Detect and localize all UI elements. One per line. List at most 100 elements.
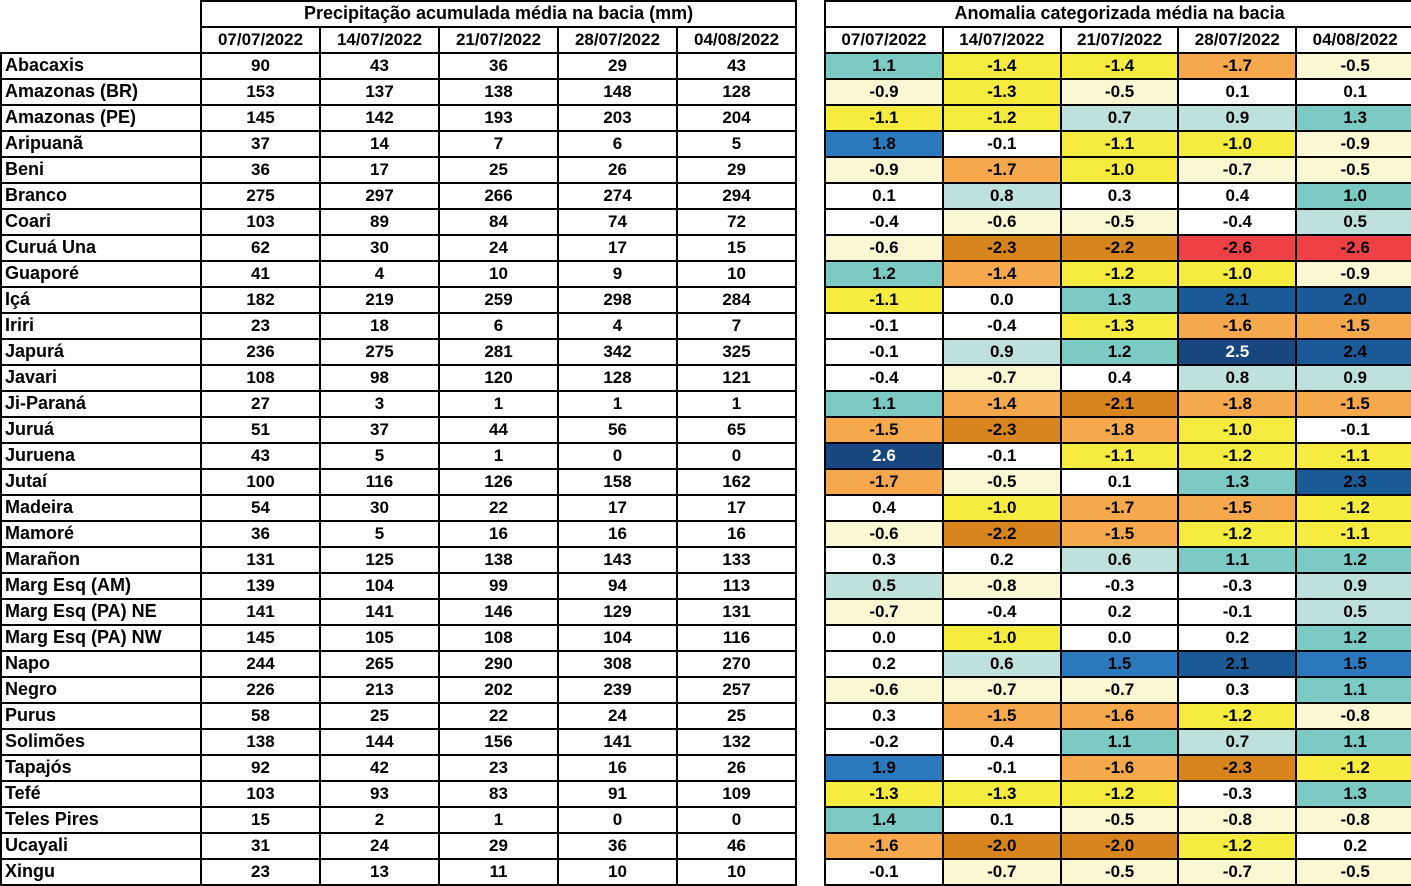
anomaly-value-cell: -1.3 bbox=[824, 780, 944, 808]
precip-value-cell: 100 bbox=[200, 468, 321, 496]
precipitation-row: Japurá 236 275 281 342 325 bbox=[0, 338, 798, 366]
anomaly-value-cell: -1.2 bbox=[1059, 780, 1180, 808]
anomaly-value-cell: -0.7 bbox=[1177, 156, 1298, 184]
precip-value-cell: 259 bbox=[438, 286, 559, 314]
precip-value-cell: 0 bbox=[675, 442, 798, 470]
precip-value-cell: 275 bbox=[200, 182, 321, 210]
anomaly-value-cell: -0.7 bbox=[1059, 676, 1180, 704]
precip-value-cell: 146 bbox=[438, 598, 559, 626]
anomaly-value-cell: 1.1 bbox=[1059, 728, 1180, 756]
precipitation-row: Ji-Paraná 27 3 1 1 1 bbox=[0, 390, 798, 418]
precip-value-cell: 22 bbox=[438, 494, 559, 522]
anomaly-date-header-row: 07/07/2022 14/07/2022 21/07/2022 28/07/2022… bbox=[824, 26, 1411, 54]
basin-label: Tapajós bbox=[0, 754, 202, 782]
date-header: 21/07/2022 bbox=[1059, 26, 1180, 54]
precip-value-cell: 18 bbox=[319, 312, 440, 340]
basin-label: Teles Pires bbox=[0, 806, 202, 834]
anomaly-value-cell: 0.3 bbox=[1059, 182, 1180, 210]
anomaly-value-cell: 1.8 bbox=[824, 130, 944, 158]
anomaly-value-cell: -0.7 bbox=[941, 364, 1062, 392]
precip-value-cell: 142 bbox=[319, 104, 440, 132]
date-header: 04/08/2022 bbox=[1295, 26, 1411, 54]
basin-label: Marg Esq (AM) bbox=[0, 572, 202, 600]
anomaly-row: 0.5 -0.8 -0.3 -0.3 0.9 bbox=[824, 572, 1411, 600]
anomaly-value-cell: -1.6 bbox=[1059, 754, 1180, 782]
precip-value-cell: 138 bbox=[200, 728, 321, 756]
anomaly-value-cell: -0.1 bbox=[824, 338, 944, 366]
precip-value-cell: 30 bbox=[319, 494, 440, 522]
precipitation-row: Juruá 51 37 44 56 65 bbox=[0, 416, 798, 444]
anomaly-row: 1.9 -0.1 -1.6 -2.3 -1.2 bbox=[824, 754, 1411, 782]
anomaly-value-cell: -1.7 bbox=[1059, 494, 1180, 522]
anomaly-value-cell: -0.4 bbox=[941, 312, 1062, 340]
anomaly-row: -0.9 -1.3 -0.5 0.1 0.1 bbox=[824, 78, 1411, 106]
corner-cell bbox=[1, 1, 201, 27]
anomaly-row: -1.3 -1.3 -1.2 -0.3 1.3 bbox=[824, 780, 1411, 808]
anomaly-value-cell: -2.1 bbox=[1059, 390, 1180, 418]
anomaly-value-cell: -0.6 bbox=[824, 520, 944, 548]
anomaly-value-cell: -1.5 bbox=[1059, 520, 1180, 548]
precip-value-cell: 29 bbox=[438, 832, 559, 860]
anomaly-value-cell: -0.4 bbox=[824, 364, 944, 392]
anomaly-value-cell: -1.0 bbox=[941, 494, 1062, 522]
anomaly-value-cell: -0.8 bbox=[1295, 806, 1411, 834]
anomaly-value-cell: -0.4 bbox=[1177, 208, 1298, 236]
anomaly-value-cell: -0.3 bbox=[1059, 572, 1180, 600]
anomaly-value-cell: 0.2 bbox=[1177, 624, 1298, 652]
anomaly-value-cell: -0.8 bbox=[1295, 702, 1411, 730]
precip-value-cell: 239 bbox=[557, 676, 678, 704]
precip-value-cell: 25 bbox=[319, 702, 440, 730]
anomaly-value-cell: 0.7 bbox=[1177, 728, 1298, 756]
anomaly-value-cell: 1.3 bbox=[1177, 468, 1298, 496]
precip-value-cell: 43 bbox=[319, 52, 440, 80]
precip-value-cell: 143 bbox=[557, 546, 678, 574]
anomaly-row: 0.3 0.2 0.6 1.1 1.2 bbox=[824, 546, 1411, 574]
precip-value-cell: 266 bbox=[438, 182, 559, 210]
precipitation-row: Juruena 43 5 1 0 0 bbox=[0, 442, 798, 470]
anomaly-value-cell: -2.2 bbox=[941, 520, 1062, 548]
anomaly-value-cell: -1.6 bbox=[1177, 312, 1298, 340]
anomaly-row: -0.4 -0.7 0.4 0.8 0.9 bbox=[824, 364, 1411, 392]
precip-value-cell: 108 bbox=[438, 624, 559, 652]
anomaly-value-cell: -1.2 bbox=[1295, 494, 1411, 522]
anomaly-row: -1.7 -0.5 0.1 1.3 2.3 bbox=[824, 468, 1411, 496]
precip-value-cell: 43 bbox=[675, 52, 798, 80]
precip-value-cell: 16 bbox=[557, 520, 678, 548]
precipitation-row: Aripuanã 37 14 7 6 5 bbox=[0, 130, 798, 158]
basin-label: Marg Esq (PA) NW bbox=[0, 624, 202, 652]
anomaly-value-cell: -1.2 bbox=[1177, 442, 1298, 470]
precip-value-cell: 226 bbox=[200, 676, 321, 704]
precip-value-cell: 24 bbox=[319, 832, 440, 860]
precipitation-row: Teles Pires 15 2 1 0 0 bbox=[0, 806, 798, 834]
precip-value-cell: 131 bbox=[675, 598, 798, 626]
precip-value-cell: 145 bbox=[200, 624, 321, 652]
precipitation-row: Ucayali 31 24 29 36 46 bbox=[0, 832, 798, 860]
anomaly-value-cell: -1.1 bbox=[1059, 130, 1180, 158]
date-header: 04/08/2022 bbox=[675, 26, 798, 54]
precipitation-row: Coari 103 89 84 74 72 bbox=[0, 208, 798, 236]
precip-value-cell: 10 bbox=[438, 260, 559, 288]
precip-value-cell: 162 bbox=[675, 468, 798, 496]
anomaly-row: 1.1 -1.4 -2.1 -1.8 -1.5 bbox=[824, 390, 1411, 418]
anomaly-value-cell: 0.5 bbox=[1295, 598, 1411, 626]
anomaly-row: 0.3 -1.5 -1.6 -1.2 -0.8 bbox=[824, 702, 1411, 730]
anomaly-value-cell: -2.0 bbox=[941, 832, 1062, 860]
precip-value-cell: 128 bbox=[675, 78, 798, 106]
precip-value-cell: 23 bbox=[200, 312, 321, 340]
anomaly-value-cell: 0.2 bbox=[1059, 598, 1180, 626]
anomaly-value-cell: 0.9 bbox=[1177, 104, 1298, 132]
precipitation-row: Javari 108 98 120 128 121 bbox=[0, 364, 798, 392]
anomaly-row: -0.1 -0.4 -1.3 -1.6 -1.5 bbox=[824, 312, 1411, 340]
anomaly-value-cell: -1.2 bbox=[941, 104, 1062, 132]
anomaly-value-cell: -1.1 bbox=[824, 286, 944, 314]
anomaly-value-cell: 1.0 bbox=[1295, 182, 1411, 210]
precip-value-cell: 1 bbox=[438, 390, 559, 418]
precip-value-cell: 219 bbox=[319, 286, 440, 314]
precip-value-cell: 128 bbox=[557, 364, 678, 392]
precip-value-cell: 89 bbox=[319, 208, 440, 236]
precip-value-cell: 204 bbox=[675, 104, 798, 132]
anomaly-value-cell: -0.1 bbox=[1295, 416, 1411, 444]
precipitation-row: Napo 244 265 290 308 270 bbox=[0, 650, 798, 678]
anomaly-row: 0.1 0.8 0.3 0.4 1.0 bbox=[824, 182, 1411, 210]
anomaly-value-cell: -1.4 bbox=[941, 52, 1062, 80]
